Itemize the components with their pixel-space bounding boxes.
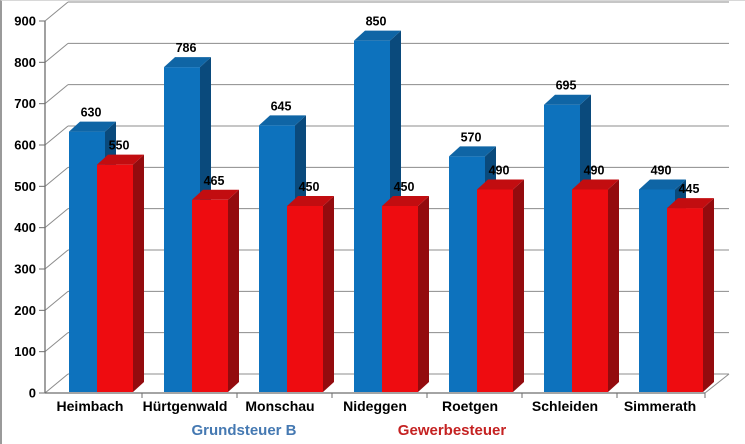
floor-depth-edge [704,373,730,394]
y-axis-label: 500 [14,179,36,194]
bar-front-gewerbesteuer [477,189,513,392]
y-axis-label: 100 [14,344,36,359]
depth-connector [44,42,69,63]
bar-top-gewerbesteuer [667,198,714,209]
value-label: 695 [556,79,577,93]
value-label: 490 [584,163,605,177]
depth-connector [44,332,69,353]
bar-front-gewerbesteuer [572,189,608,392]
depth-connector [44,125,69,146]
value-label: 570 [461,130,482,144]
bar-front-gewerbesteuer [97,164,133,392]
bar-top-grundsteuer-b [354,30,401,41]
bar-top-gewerbesteuer [572,179,619,190]
bar-top-gewerbesteuer [382,196,429,206]
bar-top-gewerbesteuer [287,196,334,206]
bar-top-grundsteuer-b [639,179,686,190]
bar-top-gewerbesteuer [477,179,524,190]
y-axis-label: 200 [14,303,36,318]
y-axis-label: 300 [14,262,36,277]
depth-connector [44,1,69,22]
depth-connector [44,290,69,311]
y-axis-label: 400 [14,220,36,235]
bar-front-gewerbesteuer [382,206,418,392]
category-label: Schleiden [532,398,598,414]
bar-top-grundsteuer-b [259,115,306,126]
y-axis-label: 900 [14,14,36,29]
bar-top-grundsteuer-b [164,57,211,68]
bar-side-gewerbesteuer [703,198,714,392]
value-label: 850 [366,15,387,29]
category-label: Roetgen [442,398,498,414]
bar-side-gewerbesteuer [323,196,334,392]
category-label: Monschau [245,398,314,414]
category-label: Simmerath [624,398,696,414]
depth-connector [44,249,69,270]
bar-top-grundsteuer-b [544,94,591,105]
depth-connector [44,208,69,229]
bar-side-gewerbesteuer [133,154,144,392]
y-axis-label: 700 [14,96,36,111]
bar-front-gewerbesteuer [287,206,323,392]
category-label: Heimbach [57,398,124,414]
bar-side-gewerbesteuer [418,196,429,392]
depth-connector [44,373,69,394]
bar-top-grundsteuer-b [69,121,116,132]
bar-front-gewerbesteuer [192,199,228,392]
y-axis-label: 600 [14,138,36,153]
bar-side-gewerbesteuer [228,189,239,392]
value-label: 490 [489,163,510,177]
y-axis-label: 0 [29,386,36,401]
category-label: Nideggen [343,398,407,414]
value-label: 465 [204,174,225,188]
bar-side-gewerbesteuer [608,179,619,392]
value-label: 786 [176,41,197,55]
bar-top-grundsteuer-b [449,146,496,157]
category-label: Hürtgenwald [143,398,228,414]
value-label: 445 [679,182,700,196]
depth-connector [44,166,69,187]
value-label: 550 [109,139,130,153]
value-label: 645 [271,99,292,113]
depth-connector [44,84,69,105]
value-label: 450 [394,180,415,194]
value-label: 490 [651,163,672,177]
bar-front-gewerbesteuer [667,208,703,392]
bar-top-gewerbesteuer [192,189,239,200]
value-label: 630 [81,106,102,120]
bar-top-gewerbesteuer [97,154,144,165]
bar-side-gewerbesteuer [513,179,524,392]
y-axis-label: 800 [14,55,36,70]
value-label: 450 [299,180,320,194]
